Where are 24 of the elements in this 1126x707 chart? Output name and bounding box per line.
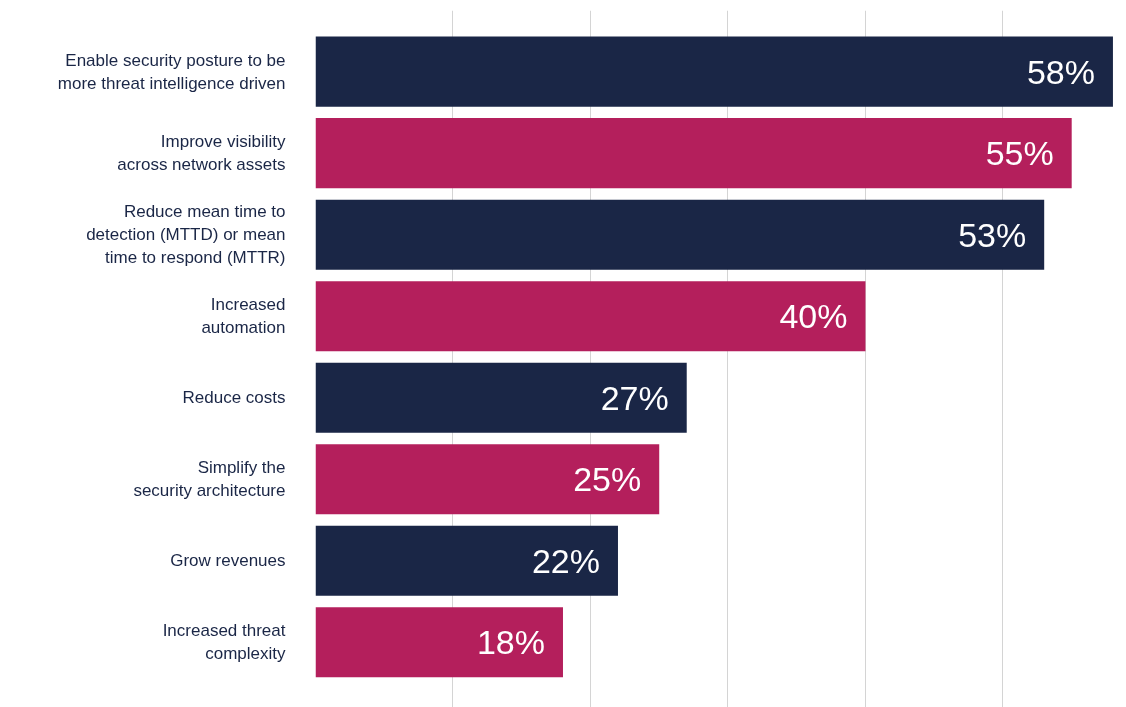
y-tick-label: Improve visibility across network assets — [117, 132, 286, 175]
data-label: 22% — [531, 541, 600, 580]
data-label: 58% — [1026, 52, 1095, 91]
y-tick-label: Enable security posture to be more threat intelligence driven — [57, 50, 286, 93]
y-tick-label: Reduce mean time to detection (MTTD) or mean time to respond (MTTR) — [86, 202, 286, 267]
y-tick-label: Simplify the security architecture — [133, 458, 286, 501]
bar — [315, 362, 687, 433]
bar — [315, 118, 1072, 189]
data-label: 55% — [985, 134, 1054, 173]
data-label: 53% — [958, 215, 1027, 254]
bar — [315, 36, 1113, 107]
data-label: 40% — [779, 297, 848, 336]
bar — [315, 199, 1045, 270]
bar — [315, 525, 618, 596]
bar — [315, 281, 866, 352]
data-label: 25% — [573, 460, 642, 499]
bar — [315, 444, 660, 515]
y-tick-label: Increased threat complexity — [162, 621, 286, 664]
y-tick-label: Reduce costs — [182, 388, 286, 408]
data-label: 18% — [476, 623, 545, 662]
y-tick-label: Increased automation — [201, 295, 286, 338]
data-label: 27% — [600, 378, 669, 417]
bar — [315, 607, 563, 678]
y-tick-label: Grow revenues — [170, 551, 286, 571]
